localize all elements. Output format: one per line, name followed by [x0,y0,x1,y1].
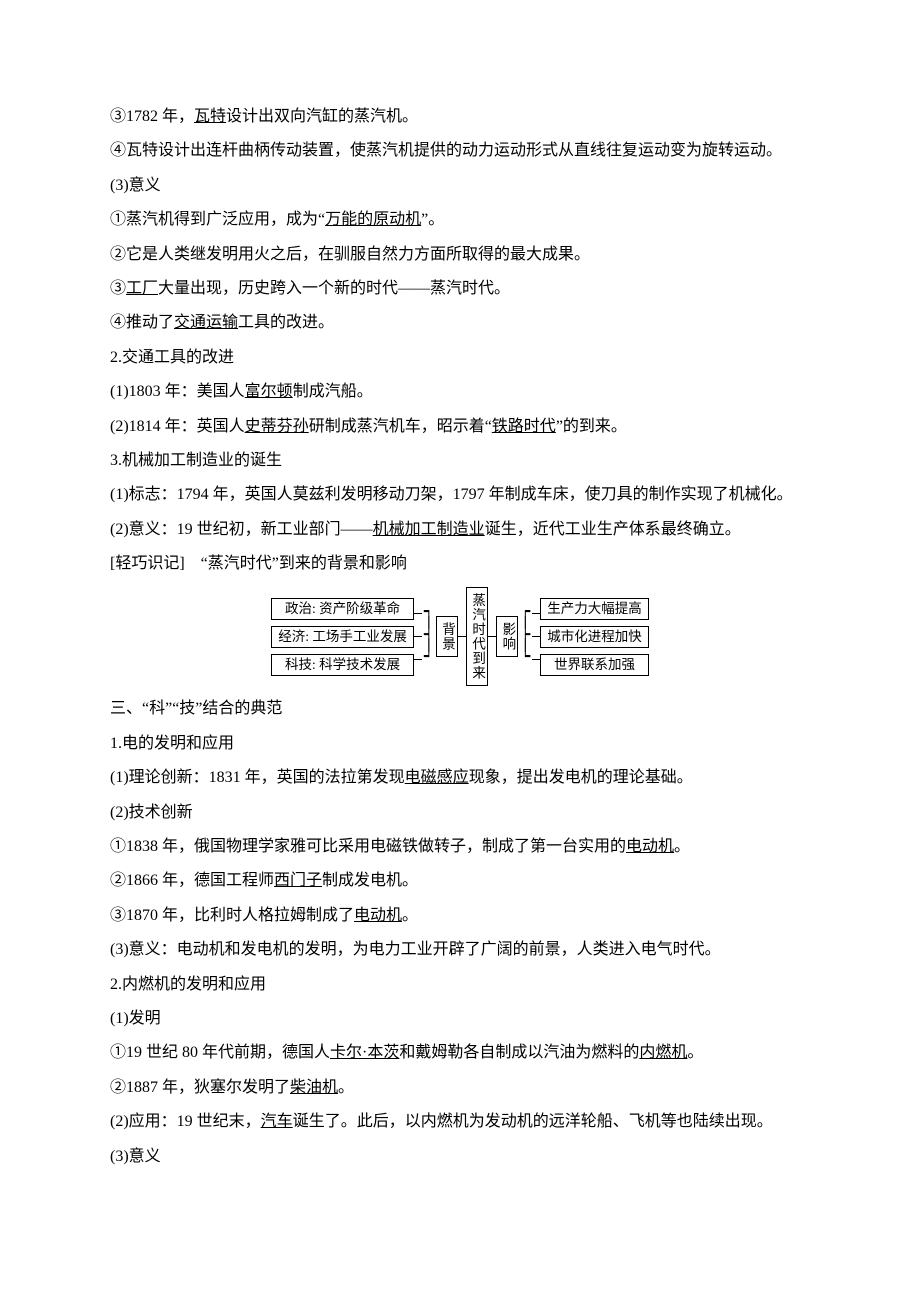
connector [488,636,496,637]
text-line: ①1838 年，俄国物理学家雅可比采用电磁铁做转子，制成了第一台实用的电动机。 [110,830,810,864]
diagram-box: 经济: 工场手工业发展 [271,626,414,648]
document-part-2: 三、“科”“技”结合的典范1.电的发明和应用(1)理论创新：1831 年，英国的… [110,692,810,1173]
diagram-label-effect: 影响 [496,616,518,657]
bracket-left: ┌├└ [518,603,532,670]
text-line: ③1782 年，瓦特设计出双向汽缸的蒸汽机。 [110,100,810,134]
text-line: ②1866 年，德国工程师西门子制成发电机。 [110,864,810,898]
underlined-term: 交通运输 [174,314,238,331]
diagram-box: 政治: 资产阶级革命 [271,598,414,620]
text-line: (1)标志：1794 年，英国人莫兹利发明移动刀架，1797 年制成车床，使刀具… [110,478,810,512]
underlined-term: 工厂 [126,280,158,297]
diagram-box: 科技: 科学技术发展 [271,654,414,676]
text-line: 1.电的发明和应用 [110,727,810,761]
text-line: (1)发明 [110,1002,810,1036]
text-line: [轻巧识记] “蒸汽时代”到来的背景和影响 [110,547,810,581]
text-line: (2)1814 年：英国人史蒂芬孙研制成蒸汽机车，昭示着“铁路时代”的到来。 [110,410,810,444]
underlined-term: 电磁感应 [405,769,469,786]
text-line: ③1870 年，比利时人格拉姆制成了电动机。 [110,899,810,933]
text-line: ④推动了交通运输工具的改进。 [110,306,810,340]
underlined-term: 柴油机 [290,1079,338,1096]
diagram-box: 生产力大幅提高 [540,598,649,620]
text-line: (3)意义：电动机和发电机的发明，为电力工业开辟了广阔的前景，人类进入电气时代。 [110,933,810,967]
text-line: (2)应用：19 世纪末，汽车诞生了。此后，以内燃机为发动机的远洋轮船、飞机等也… [110,1105,810,1139]
underlined-term: 卡尔·本茨 [330,1044,399,1061]
text-line: (1)理论创新：1831 年，英国的法拉第发现电磁感应现象，提出发电机的理论基础… [110,761,810,795]
text-line: ③工厂大量出现，历史跨入一个新的时代——蒸汽时代。 [110,272,810,306]
text-line: 3.机械加工制造业的诞生 [110,444,810,478]
underlined-term: 富尔顿 [245,383,293,400]
connector [414,613,422,660]
steam-era-diagram: 政治: 资产阶级革命 经济: 工场手工业发展 科技: 科学技术发展 ┐┤┘ 背景… [110,587,810,686]
underlined-term: 瓦特 [194,108,226,125]
text-line: (2)技术创新 [110,796,810,830]
underlined-term: 内燃机 [639,1044,687,1061]
text-line: 三、“科”“技”结合的典范 [110,692,810,726]
connector [458,636,466,637]
text-line: ④瓦特设计出连杆曲柄传动装置，使蒸汽机提供的动力运动形式从直线往复运动变为旋转运… [110,134,810,168]
document-part-1: ③1782 年，瓦特设计出双向汽缸的蒸汽机。④瓦特设计出连杆曲柄传动装置，使蒸汽… [110,100,810,581]
diagram-right-column: 生产力大幅提高 城市化进程加快 世界联系加强 [540,598,649,677]
underlined-term: 万能的原动机 [325,211,421,228]
underlined-term: 铁路时代 [492,418,556,435]
text-line: (3)意义 [110,1140,810,1174]
text-line: ②1887 年，狄塞尔发明了柴油机。 [110,1071,810,1105]
underlined-term: 汽车 [261,1113,293,1130]
diagram-box: 城市化进程加快 [540,626,649,648]
text-line: 2.内燃机的发明和应用 [110,968,810,1002]
diagram-label-center: 蒸汽时代到来 [466,587,488,686]
underlined-term: 电动机 [626,838,674,855]
text-line: (1)1803 年：美国人富尔顿制成汽船。 [110,375,810,409]
bracket-right: ┐┤┘ [422,603,436,670]
diagram-left-column: 政治: 资产阶级革命 经济: 工场手工业发展 科技: 科学技术发展 [271,598,414,677]
underlined-term: 电动机 [354,907,402,924]
text-line: ②它是人类继发明用火之后，在驯服自然力方面所取得的最大成果。 [110,238,810,272]
text-line: 2.交通工具的改进 [110,341,810,375]
text-line: ①19 世纪 80 年代前期，德国人卡尔·本茨和戴姆勒各自制成以汽油为燃料的内燃… [110,1036,810,1070]
underlined-term: 史蒂芬孙 [245,418,309,435]
underlined-term: 机械加工制造业 [373,521,485,538]
text-line: (3)意义 [110,169,810,203]
underlined-term: 西门子 [274,872,322,889]
text-line: ①蒸汽机得到广泛应用，成为“万能的原动机”。 [110,203,810,237]
diagram-box: 世界联系加强 [540,654,649,676]
diagram-label-background: 背景 [436,616,458,657]
text-line: (2)意义：19 世纪初，新工业部门——机械加工制造业诞生，近代工业生产体系最终… [110,513,810,547]
connector [532,613,540,660]
